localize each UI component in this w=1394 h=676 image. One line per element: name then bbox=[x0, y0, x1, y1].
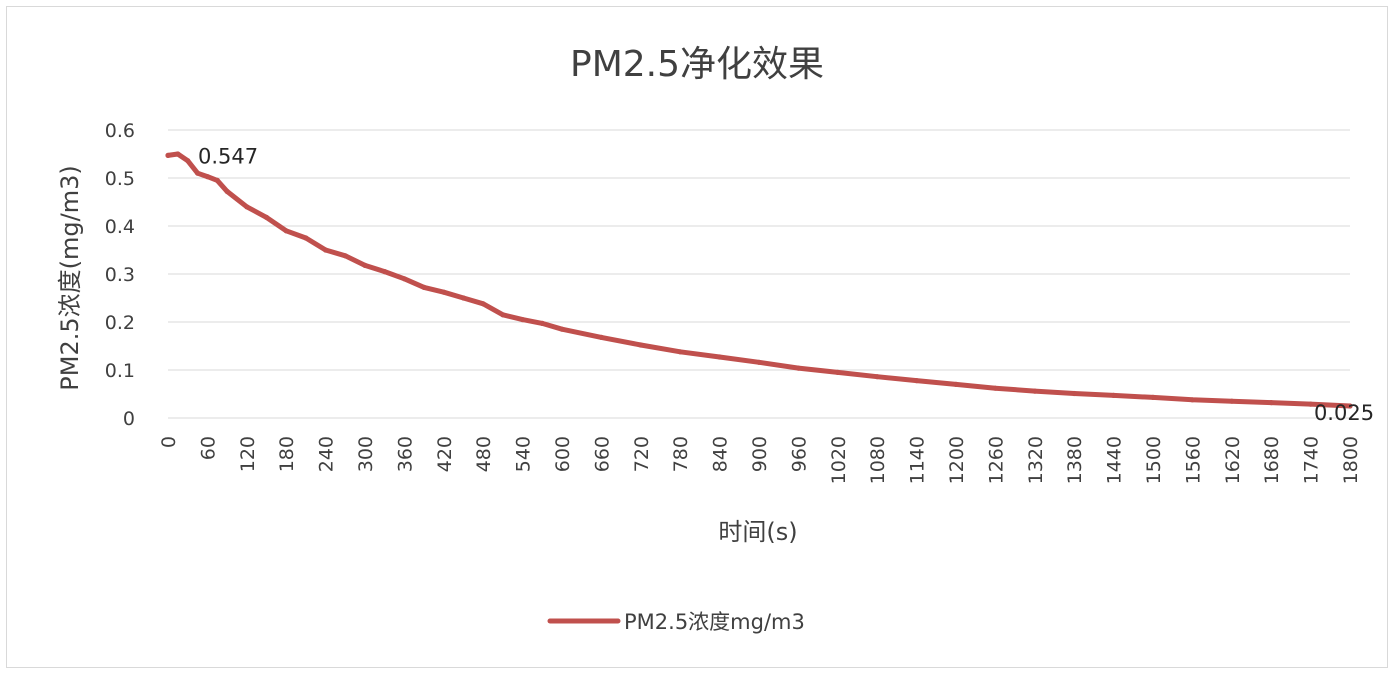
data-point bbox=[539, 320, 545, 326]
data-point bbox=[1268, 400, 1274, 406]
legend: PM2.5浓度mg/m3 bbox=[547, 610, 805, 634]
data-point bbox=[342, 253, 348, 259]
x-tick-label: 1500 bbox=[1143, 436, 1165, 484]
chart-title: PM2.5净化效果 bbox=[570, 44, 824, 85]
x-axis-ticks: 0 60 120 180 240 300 360 420 480 540 600 660 720 780 8… bbox=[158, 436, 1362, 484]
x-tick-label: 1260 bbox=[985, 436, 1007, 484]
data-labels: 0.547 0.025 bbox=[198, 144, 1374, 425]
x-tick-label: 180 bbox=[276, 436, 298, 472]
x-tick-label: 600 bbox=[552, 436, 574, 472]
x-axis-title: 时间(s) bbox=[718, 518, 797, 546]
series-group bbox=[165, 151, 1353, 409]
data-point bbox=[717, 354, 723, 360]
data-point bbox=[263, 214, 270, 220]
data-point bbox=[677, 349, 683, 355]
y-tick-label: 0.5 bbox=[105, 168, 135, 190]
x-tick-label: 660 bbox=[591, 436, 613, 472]
data-point bbox=[1071, 390, 1077, 397]
data-point bbox=[1032, 388, 1038, 394]
x-tick-label: 1740 bbox=[1301, 436, 1323, 484]
data-point bbox=[382, 269, 388, 275]
data-point bbox=[914, 378, 920, 384]
data-point bbox=[283, 228, 289, 234]
data-point bbox=[204, 174, 210, 180]
data-point bbox=[638, 342, 644, 348]
x-tick-label: 480 bbox=[473, 436, 495, 472]
data-point bbox=[1111, 392, 1117, 398]
x-tick-label: 1620 bbox=[1222, 436, 1244, 484]
x-tick-label: 300 bbox=[355, 436, 377, 472]
data-point bbox=[756, 359, 762, 365]
data-point bbox=[1347, 403, 1353, 409]
x-tick-label: 240 bbox=[316, 436, 338, 472]
data-point bbox=[1189, 397, 1195, 403]
data-point bbox=[401, 276, 407, 282]
x-tick-label: 1440 bbox=[1104, 436, 1126, 484]
data-point bbox=[362, 262, 368, 268]
legend-label: PM2.5浓度mg/m3 bbox=[624, 610, 805, 634]
data-point bbox=[323, 247, 329, 253]
data-point bbox=[185, 158, 191, 164]
data-point bbox=[244, 204, 250, 210]
x-tick-label: 1200 bbox=[946, 436, 968, 484]
x-tick-label: 900 bbox=[749, 436, 771, 472]
gridlines bbox=[168, 129, 1350, 419]
data-point bbox=[1150, 394, 1156, 400]
data-point bbox=[303, 235, 309, 241]
x-tick-label: 840 bbox=[710, 436, 732, 472]
y-tick-label: 0.6 bbox=[105, 120, 135, 142]
y-tick-label: 0.1 bbox=[105, 360, 135, 382]
x-tick-label: 720 bbox=[631, 436, 653, 472]
x-tick-label: 1680 bbox=[1261, 436, 1283, 484]
x-tick-label: 1800 bbox=[1340, 436, 1362, 484]
data-point bbox=[165, 152, 171, 158]
y-tick-label: 0.3 bbox=[105, 264, 135, 286]
x-tick-label: 1020 bbox=[828, 436, 850, 484]
x-tick-label: 1560 bbox=[1182, 436, 1204, 484]
x-tick-label: 1320 bbox=[1025, 436, 1047, 484]
data-point bbox=[175, 151, 181, 157]
data-point bbox=[421, 284, 427, 290]
data-point bbox=[992, 385, 999, 391]
x-tick-label: 60 bbox=[197, 436, 219, 460]
x-tick-label: 120 bbox=[237, 436, 259, 472]
data-point bbox=[224, 188, 230, 194]
data-point bbox=[480, 301, 486, 307]
data-point bbox=[795, 365, 802, 371]
data-point bbox=[1229, 398, 1235, 404]
data-label: 0.025 bbox=[1314, 401, 1374, 425]
data-point bbox=[520, 317, 526, 323]
data-point bbox=[441, 289, 447, 295]
data-label: 0.547 bbox=[198, 144, 258, 168]
y-tick-label: 0 bbox=[123, 408, 135, 430]
y-axis-title: PM2.5浓度(mg/m3) bbox=[56, 165, 84, 390]
x-tick-label: 540 bbox=[513, 436, 535, 472]
x-tick-label: 960 bbox=[788, 436, 810, 472]
x-tick-label: 0 bbox=[158, 436, 180, 448]
data-point bbox=[953, 381, 959, 387]
y-tick-label: 0.4 bbox=[105, 216, 135, 238]
data-point bbox=[1308, 401, 1314, 407]
data-point bbox=[835, 369, 841, 375]
y-tick-label: 0.2 bbox=[105, 312, 135, 334]
x-tick-label: 420 bbox=[434, 436, 456, 472]
data-point bbox=[874, 374, 880, 380]
series-line bbox=[165, 151, 1353, 409]
x-tick-label: 1380 bbox=[1064, 436, 1086, 484]
data-point bbox=[460, 295, 467, 301]
data-point bbox=[500, 312, 506, 318]
y-axis-ticks: 0 0.1 0.2 0.3 0.4 0.5 0.6 bbox=[105, 120, 135, 430]
x-tick-label: 360 bbox=[394, 436, 416, 472]
chart-frame bbox=[6, 6, 1388, 668]
x-tick-label: 780 bbox=[670, 436, 692, 472]
data-point bbox=[559, 326, 565, 332]
data-point bbox=[195, 170, 201, 176]
x-tick-label: 1080 bbox=[867, 436, 889, 484]
data-point bbox=[214, 177, 220, 183]
data-point bbox=[598, 334, 605, 340]
x-tick-label: 1140 bbox=[907, 436, 929, 484]
